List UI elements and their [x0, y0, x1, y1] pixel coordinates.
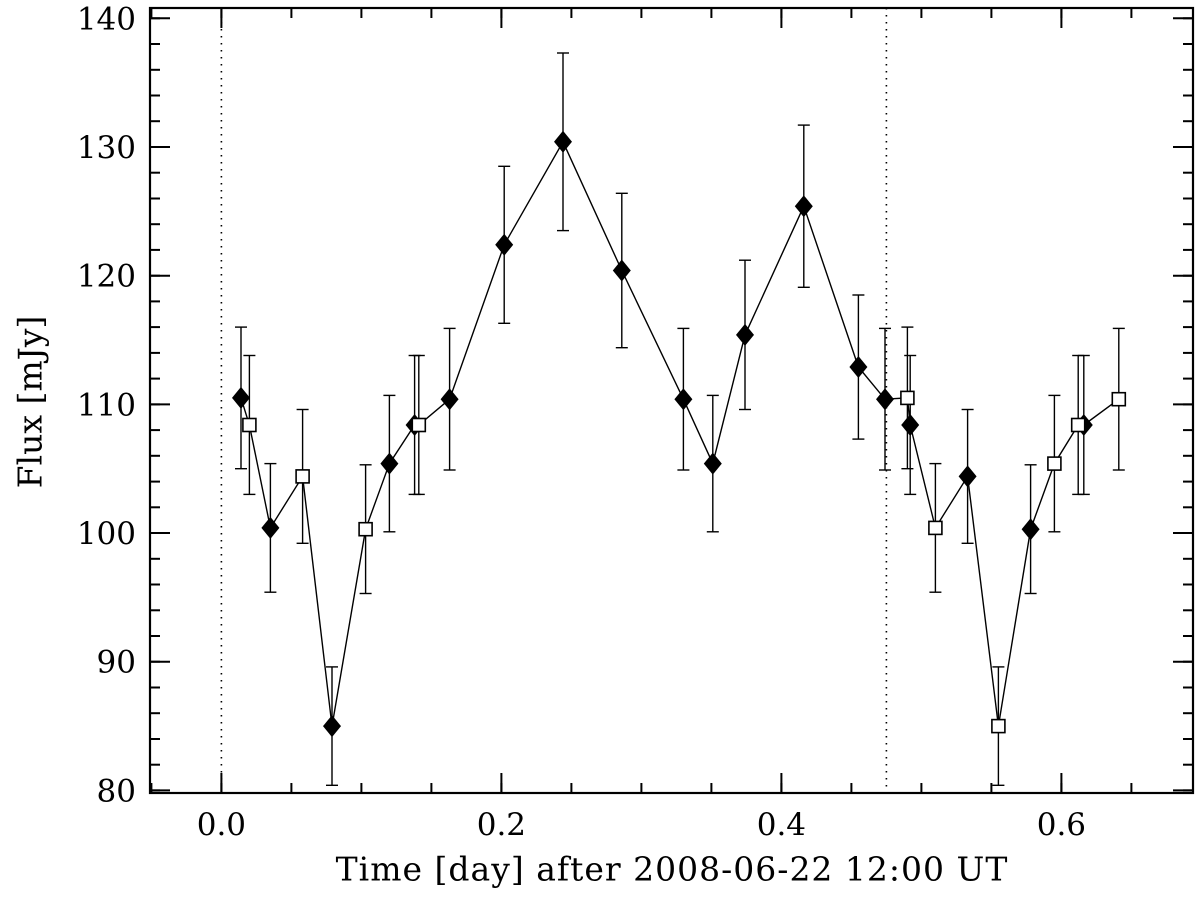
diamond-marker [901, 414, 920, 436]
square-marker [1047, 456, 1062, 471]
svg-text:0.6: 0.6 [1037, 807, 1086, 843]
light-curve-line [240, 140, 1120, 727]
square-marker [900, 390, 915, 406]
square-marker [411, 417, 427, 433]
error-bars-observed-flux [235, 52, 1090, 786]
period-marker-lines [220, 8, 888, 793]
diamond-marker [554, 130, 572, 153]
svg-text:140: 140 [77, 1, 136, 37]
svg-text:100: 100 [77, 516, 136, 552]
diamond-marker [674, 388, 693, 411]
y-axis-title: Flux [mJy] [10, 315, 50, 489]
diamond-marker [261, 516, 280, 539]
svg-text:130: 130 [77, 130, 136, 166]
y-tick-labels: 80 90 100 110 120 130 140 [77, 1, 136, 809]
svg-text:120: 120 [77, 259, 136, 295]
markers-period-duplicated-flux [242, 390, 1127, 734]
diamond-marker [440, 388, 459, 411]
svg-text:0.0: 0.0 [197, 807, 246, 843]
svg-text:110: 110 [77, 387, 136, 423]
diamond-marker [736, 323, 754, 346]
diamond-marker [612, 259, 631, 282]
plot-frame [148, 6, 1195, 795]
x-axis-title: Time [day] after 2008-06-22 12:00 UT [335, 849, 1009, 889]
diamond-marker [849, 356, 868, 378]
diamond-marker [703, 452, 722, 475]
square-marker [928, 520, 943, 536]
diamond-marker [380, 452, 399, 475]
diamond-marker [232, 386, 250, 409]
svg-text:0.2: 0.2 [477, 807, 526, 843]
square-marker [1070, 417, 1086, 433]
square-marker [295, 469, 310, 484]
svg-text:0.4: 0.4 [757, 807, 806, 843]
square-marker [242, 417, 257, 433]
diamond-marker [323, 715, 341, 738]
diamond-marker [794, 195, 813, 218]
square-marker [991, 718, 1006, 734]
diamond-marker [958, 465, 977, 488]
diamond-marker [876, 388, 894, 411]
square-marker [358, 521, 373, 537]
diamond-marker [495, 233, 514, 256]
markers-observed-flux [232, 130, 1093, 738]
diamond-marker [1021, 518, 1040, 541]
square-marker [1111, 391, 1127, 407]
axis-ticks [150, 8, 1193, 793]
svg-text:90: 90 [97, 645, 136, 681]
svg-text:80: 80 [97, 773, 136, 809]
x-tick-labels: 0.0 0.2 0.4 0.6 [197, 807, 1086, 843]
